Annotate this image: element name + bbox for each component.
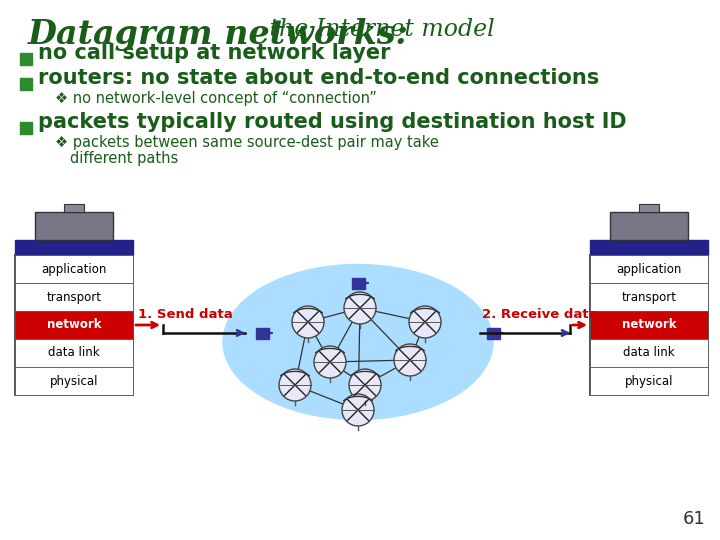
Text: Datagram networks:: Datagram networks: xyxy=(28,18,409,51)
Bar xyxy=(15,255,133,395)
Text: no call setup at network layer: no call setup at network layer xyxy=(38,43,390,63)
Bar xyxy=(35,212,113,240)
Text: the Internet model: the Internet model xyxy=(262,18,495,41)
Circle shape xyxy=(394,344,426,376)
Text: data link: data link xyxy=(48,347,100,360)
Bar xyxy=(20,122,32,134)
Text: routers: no state about end-to-end connections: routers: no state about end-to-end conne… xyxy=(38,68,599,88)
Text: ❖ packets between same source-dest pair may take: ❖ packets between same source-dest pair … xyxy=(55,134,439,150)
Bar xyxy=(256,327,269,339)
Text: transport: transport xyxy=(47,291,102,303)
Circle shape xyxy=(409,306,441,338)
Text: 1. Send data: 1. Send data xyxy=(138,308,233,321)
Bar xyxy=(15,311,133,339)
Circle shape xyxy=(292,306,324,338)
Bar xyxy=(20,78,32,90)
Text: packets typically routed using destination host ID: packets typically routed using destinati… xyxy=(38,112,626,132)
Bar xyxy=(610,212,688,240)
Text: physical: physical xyxy=(625,375,673,388)
Text: different paths: different paths xyxy=(70,151,179,165)
Circle shape xyxy=(344,292,376,324)
Text: physical: physical xyxy=(50,375,98,388)
Bar xyxy=(15,367,133,395)
Ellipse shape xyxy=(223,265,493,420)
Bar xyxy=(487,327,500,339)
Bar xyxy=(15,339,133,367)
Text: network: network xyxy=(47,319,102,332)
Bar xyxy=(15,283,133,311)
Bar xyxy=(590,255,708,395)
Bar xyxy=(15,255,133,283)
Bar xyxy=(590,255,708,283)
Bar xyxy=(639,204,659,212)
Circle shape xyxy=(279,369,311,401)
Text: network: network xyxy=(622,319,676,332)
Text: transport: transport xyxy=(621,291,677,303)
Circle shape xyxy=(314,346,346,378)
Bar xyxy=(590,283,708,311)
Bar xyxy=(20,53,32,65)
Bar xyxy=(590,240,708,255)
Bar xyxy=(15,240,133,255)
Text: 2. Receive data: 2. Receive data xyxy=(482,308,598,321)
Bar xyxy=(590,311,708,339)
Bar xyxy=(64,204,84,212)
Bar xyxy=(590,339,708,367)
Text: 61: 61 xyxy=(683,510,705,528)
Bar xyxy=(351,278,364,288)
Text: ❖ no network-level concept of “connection”: ❖ no network-level concept of “connectio… xyxy=(55,91,377,106)
Bar xyxy=(590,367,708,395)
Text: application: application xyxy=(41,262,107,275)
Text: data link: data link xyxy=(624,347,675,360)
Text: application: application xyxy=(616,262,682,275)
Circle shape xyxy=(342,394,374,426)
Circle shape xyxy=(349,369,381,401)
